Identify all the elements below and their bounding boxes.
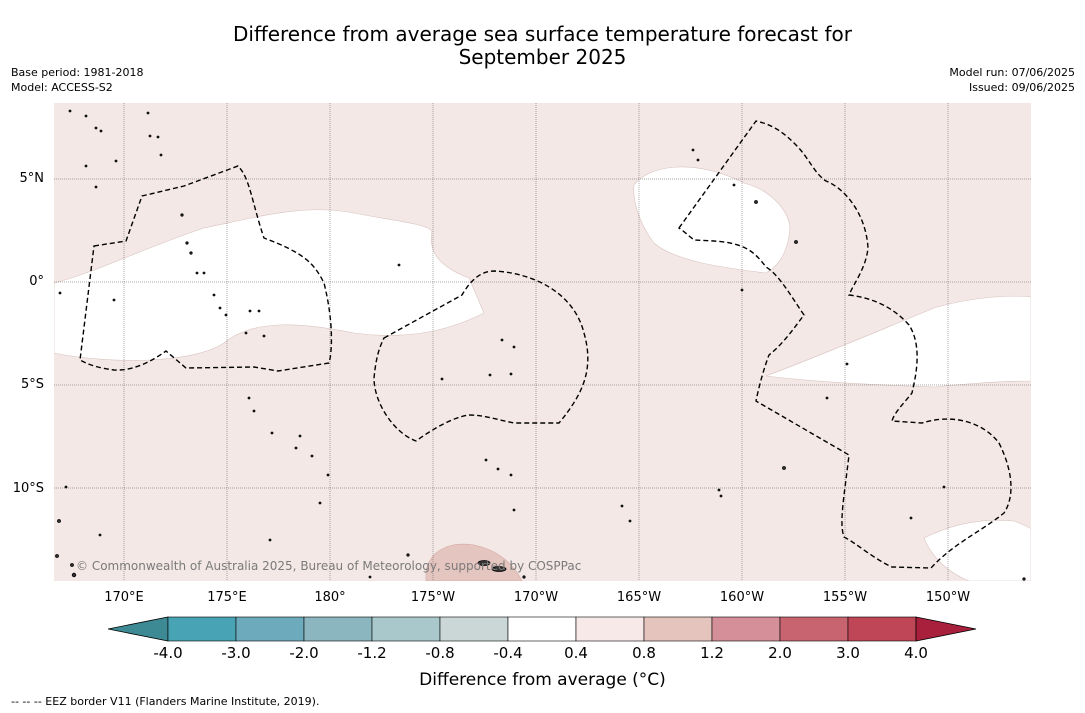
map-title-line-1: Difference from average sea surface temp… (232, 22, 852, 46)
lon-label-155w: 155°W (822, 590, 868, 605)
colorbar-tick-5: -0.8 (425, 644, 455, 662)
copyright-notice: © Commonwealth of Australia 2025, Bureau… (76, 559, 582, 573)
gridlines (54, 103, 1031, 581)
colorbar-tick-4: -1.2 (357, 644, 387, 662)
meta-right: Model run: 07/06/2025 Issued: 09/06/2025 (949, 65, 1075, 95)
lat-label-10s: 10°S (12, 481, 44, 496)
model-run-date: Model run: 07/06/2025 (949, 66, 1075, 79)
lon-label-165w: 165°W (616, 590, 662, 605)
colorbar-tick-12: 4.0 (904, 644, 928, 662)
colorbar-tick-6: -0.4 (493, 644, 523, 662)
colorbar-tick-9: 1.2 (700, 644, 724, 662)
colorbar-tick-8: 0.8 (632, 644, 656, 662)
neutral-region-north (633, 166, 791, 274)
colorbar-title: Difference from average (°C) (419, 670, 666, 690)
colorbar-tick-11: 3.0 (836, 644, 860, 662)
colorbar-bin-4 (371, 616, 441, 642)
meta-left: Base period: 1981-2018 Model: ACCESS-S2 (11, 65, 143, 95)
map-canvas (54, 103, 1031, 581)
lat-label-5n: 5°N (19, 171, 45, 186)
colorbar-bin-2 (235, 616, 305, 642)
eez-borders (79, 120, 1012, 569)
lon-label-170w: 170°W (513, 590, 559, 605)
colorbar-bin-10 (779, 616, 849, 642)
issued-date: Issued: 09/06/2025 (968, 81, 1075, 94)
lon-label-150w: 150°W (925, 590, 971, 605)
colorbar-tick-10: 2.0 (768, 644, 792, 662)
colorbar-bin-8 (643, 616, 713, 642)
colorbar-tick-1: -4.0 (153, 644, 183, 662)
colorbar-tick-2: -3.0 (221, 644, 251, 662)
lat-label-5s: 5°S (20, 377, 44, 392)
lon-label-175e: 175°E (207, 590, 247, 605)
colorbar-bin-5 (439, 616, 509, 642)
lon-label-160w: 160°W (719, 590, 765, 605)
neutral-region-east (765, 295, 1031, 388)
neutral-region-southeast (923, 519, 1031, 581)
lon-label-170e: 170°E (104, 590, 144, 605)
map-title-line-2: September 2025 (458, 45, 627, 69)
colorbar-extend-high (915, 616, 977, 642)
colorbar-bin-1 (167, 616, 237, 642)
colorbar-bin-6 (507, 616, 577, 642)
colorbar-extend-low (108, 616, 169, 642)
colorbar-bin-3 (303, 616, 373, 642)
islands (55, 109, 1026, 581)
colorbar-tick-3: -2.0 (289, 644, 319, 662)
model-name: Model: ACCESS-S2 (11, 81, 113, 94)
lon-label-180: 180° (314, 590, 346, 605)
colorbar-bin-9 (711, 616, 781, 642)
colorbar-bin-11 (847, 616, 917, 642)
colorbar-bin-7 (575, 616, 645, 642)
lon-label-175w: 175°W (410, 590, 456, 605)
base-period: Base period: 1981-2018 (11, 66, 144, 79)
sst-anomaly-map (54, 103, 1031, 581)
colorbar (108, 616, 977, 642)
neutral-region-west (54, 209, 485, 361)
eez-legend-note: -- -- -- EEZ border V11 (Flanders Marine… (11, 695, 320, 708)
lat-label-0: 0° (29, 274, 44, 289)
colorbar-tick-7: 0.4 (564, 644, 588, 662)
